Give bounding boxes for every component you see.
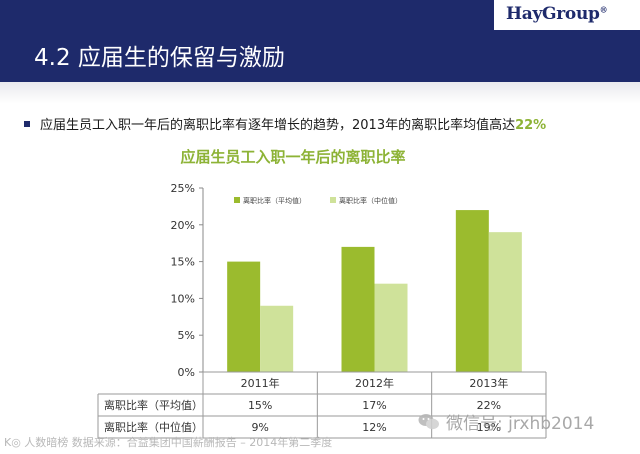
bullet-square-icon bbox=[24, 120, 30, 127]
legend-label-0: 离职比率（平均值） bbox=[243, 196, 306, 205]
y-tick-label: 20% bbox=[171, 219, 195, 232]
haygroup-logo: HayGroup® bbox=[506, 4, 608, 24]
legend-label-1: 离职比率（中位值） bbox=[339, 196, 402, 205]
table-row-label: 离职比率（平均值） bbox=[104, 398, 203, 412]
chart-title: 应届生员工入职一年后的离职比率 bbox=[180, 148, 406, 166]
y-tick-label: 10% bbox=[171, 292, 195, 305]
table-cell-value: 17% bbox=[362, 399, 386, 412]
bar-2012年-series-1 bbox=[374, 283, 408, 372]
bar-2011年-series-1 bbox=[260, 305, 294, 372]
y-tick-label: 25% bbox=[171, 182, 195, 195]
bar-2013年-series-1 bbox=[488, 232, 522, 372]
table-row-label: 离职比率（中位值） bbox=[104, 420, 203, 434]
y-tick-label: 15% bbox=[171, 256, 195, 269]
category-label: 2012年 bbox=[355, 376, 394, 390]
y-tick-label: 0% bbox=[178, 366, 195, 379]
bullet-point: 应届生员工入职一年后的离职比率有逐年增长的趋势，2013年的离职比率均值高达22… bbox=[24, 114, 546, 133]
slide-title: 4.2 应届生的保留与激励 bbox=[34, 45, 285, 71]
logo-box bbox=[494, 0, 640, 30]
category-label: 2013年 bbox=[469, 376, 508, 390]
bar-2012年-series-0 bbox=[341, 246, 375, 372]
legend-swatch-0 bbox=[234, 197, 240, 203]
table-cell-value: 12% bbox=[362, 421, 386, 434]
table-cell-value: 19% bbox=[477, 421, 501, 434]
wechat-id-text: 微信号: jrxhb2014 bbox=[446, 414, 595, 434]
bullet-text: 应届生员工入职一年后的离职比率有逐年增长的趋势，2013年的离职比率均值高达 bbox=[40, 118, 516, 133]
legend-swatch-1 bbox=[330, 197, 336, 203]
wechat-icon bbox=[418, 414, 439, 430]
header-shadow-strip bbox=[0, 82, 640, 104]
y-tick-label: 5% bbox=[178, 329, 195, 342]
category-label: 2011年 bbox=[241, 376, 280, 390]
table-cell-value: 22% bbox=[477, 399, 501, 412]
bar-2013年-series-0 bbox=[455, 210, 489, 372]
table-cell-value: 9% bbox=[251, 421, 268, 434]
table-cell-value: 15% bbox=[248, 399, 272, 412]
bar-2011年-series-0 bbox=[227, 261, 261, 372]
wechat-watermark: 微信号: jrxhb2014 bbox=[418, 409, 594, 434]
bullet-highlight: 22% bbox=[515, 118, 547, 133]
source-watermark: K◎ 人数暗榜 数据来源：合益集团中国薪酬报告 – 2014年第二季度 bbox=[4, 436, 333, 449]
